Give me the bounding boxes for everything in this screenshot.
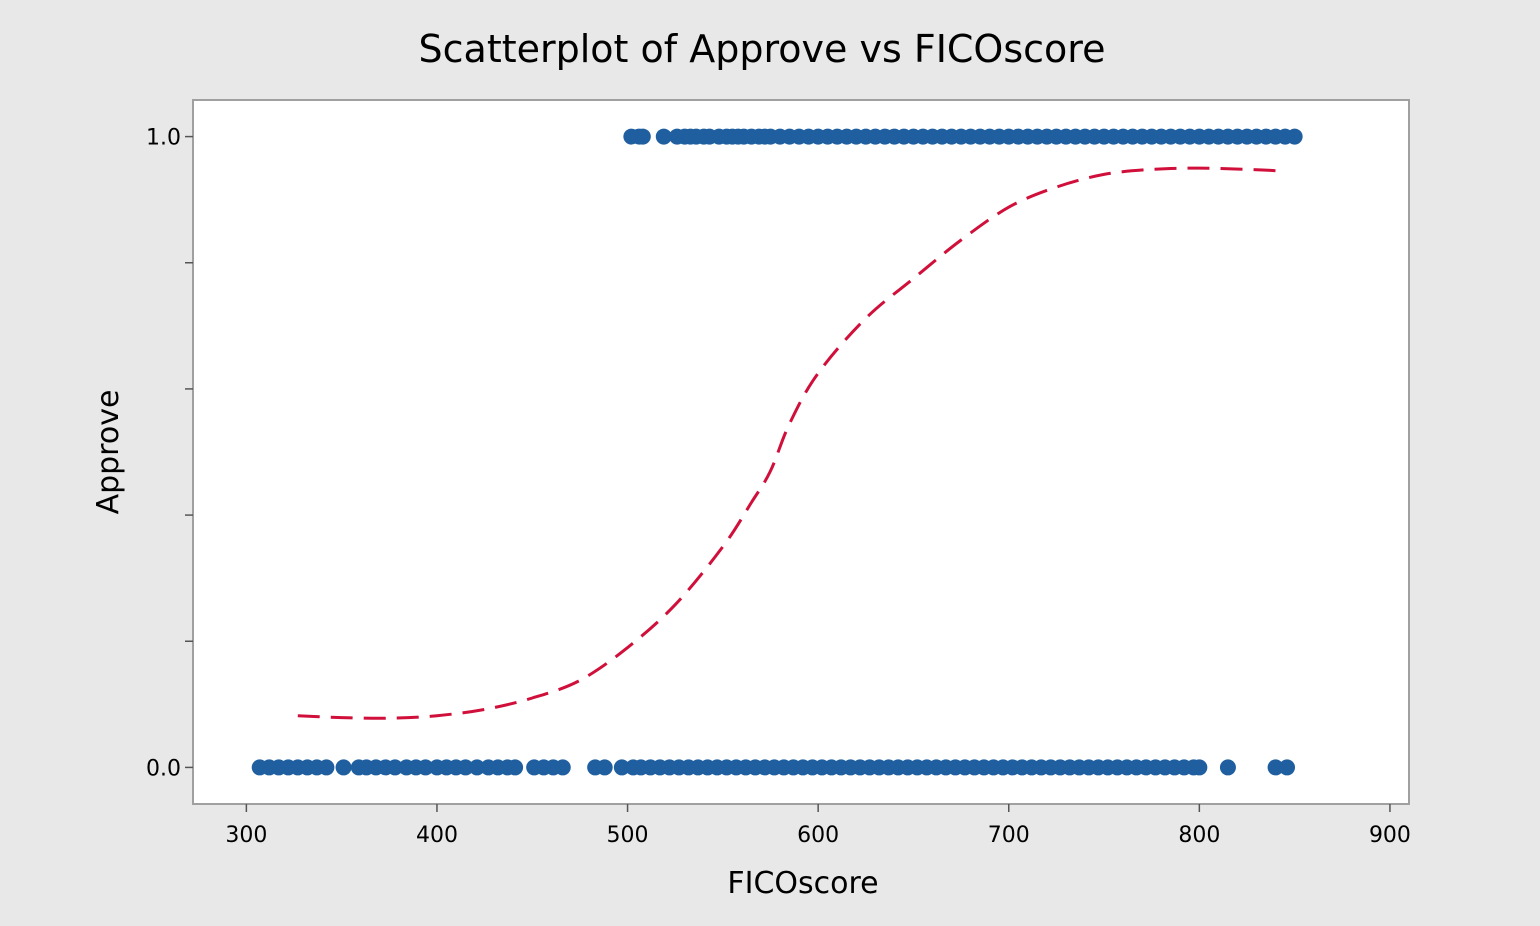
data-point bbox=[457, 759, 474, 776]
data-point bbox=[318, 759, 335, 776]
y-tick-label: 1.0 bbox=[146, 126, 181, 151]
data-point bbox=[634, 128, 651, 145]
x-axis-label: FICOscore bbox=[727, 866, 878, 901]
data-point bbox=[554, 759, 571, 776]
y-axis: 0.0 1.0 bbox=[146, 126, 193, 781]
y-axis-label: Approve bbox=[91, 390, 126, 515]
x-tick-label: 700 bbox=[988, 823, 1030, 848]
data-point bbox=[335, 759, 352, 776]
x-tick-label: 500 bbox=[607, 823, 649, 848]
x-axis: 300 400 500 600 700 800 900 bbox=[225, 804, 1411, 848]
data-point bbox=[417, 759, 434, 776]
x-tick-label: 300 bbox=[225, 823, 267, 848]
x-tick-label: 400 bbox=[416, 823, 458, 848]
x-tick-label: 600 bbox=[797, 823, 839, 848]
x-tick-label: 900 bbox=[1369, 823, 1411, 848]
x-tick-label: 800 bbox=[1178, 823, 1220, 848]
data-point bbox=[613, 759, 630, 776]
y-tick-label: 0.0 bbox=[146, 756, 181, 781]
fitted-curve bbox=[297, 166, 1276, 720]
data-point bbox=[468, 759, 485, 776]
chart-title: Scatterplot of Approve vs FICOscore bbox=[419, 27, 1106, 71]
plot-area bbox=[192, 99, 1410, 805]
points-layer bbox=[251, 128, 1303, 776]
data-point bbox=[1279, 759, 1296, 776]
data-point bbox=[1267, 759, 1284, 776]
data-point bbox=[1219, 759, 1236, 776]
data-point bbox=[655, 128, 672, 145]
data-point bbox=[1286, 128, 1303, 145]
data-point bbox=[387, 759, 404, 776]
data-point bbox=[1191, 759, 1208, 776]
data-point bbox=[596, 759, 613, 776]
data-point bbox=[507, 759, 524, 776]
